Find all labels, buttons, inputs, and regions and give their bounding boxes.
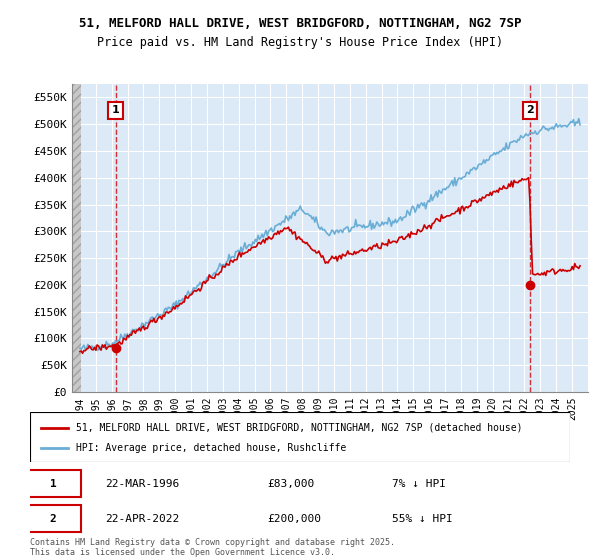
FancyBboxPatch shape xyxy=(30,412,570,462)
Text: 55% ↓ HPI: 55% ↓ HPI xyxy=(392,514,452,524)
Text: 51, MELFORD HALL DRIVE, WEST BRIDGFORD, NOTTINGHAM, NG2 7SP: 51, MELFORD HALL DRIVE, WEST BRIDGFORD, … xyxy=(79,17,521,30)
Bar xyxy=(72,71,81,392)
Text: 22-MAR-1996: 22-MAR-1996 xyxy=(106,479,180,489)
Text: 2: 2 xyxy=(526,105,533,115)
Text: £83,000: £83,000 xyxy=(268,479,315,489)
FancyBboxPatch shape xyxy=(25,505,82,532)
Text: 1: 1 xyxy=(112,105,119,115)
Text: Price paid vs. HM Land Registry's House Price Index (HPI): Price paid vs. HM Land Registry's House … xyxy=(97,36,503,49)
Text: Contains HM Land Registry data © Crown copyright and database right 2025.
This d: Contains HM Land Registry data © Crown c… xyxy=(30,538,395,557)
FancyBboxPatch shape xyxy=(25,470,82,497)
Text: 7% ↓ HPI: 7% ↓ HPI xyxy=(392,479,446,489)
Text: 51, MELFORD HALL DRIVE, WEST BRIDGFORD, NOTTINGHAM, NG2 7SP (detached house): 51, MELFORD HALL DRIVE, WEST BRIDGFORD, … xyxy=(76,423,523,433)
Text: £200,000: £200,000 xyxy=(268,514,322,524)
Text: 2: 2 xyxy=(50,514,56,524)
Text: HPI: Average price, detached house, Rushcliffe: HPI: Average price, detached house, Rush… xyxy=(76,443,346,453)
Text: 22-APR-2022: 22-APR-2022 xyxy=(106,514,180,524)
Text: 1: 1 xyxy=(50,479,56,489)
